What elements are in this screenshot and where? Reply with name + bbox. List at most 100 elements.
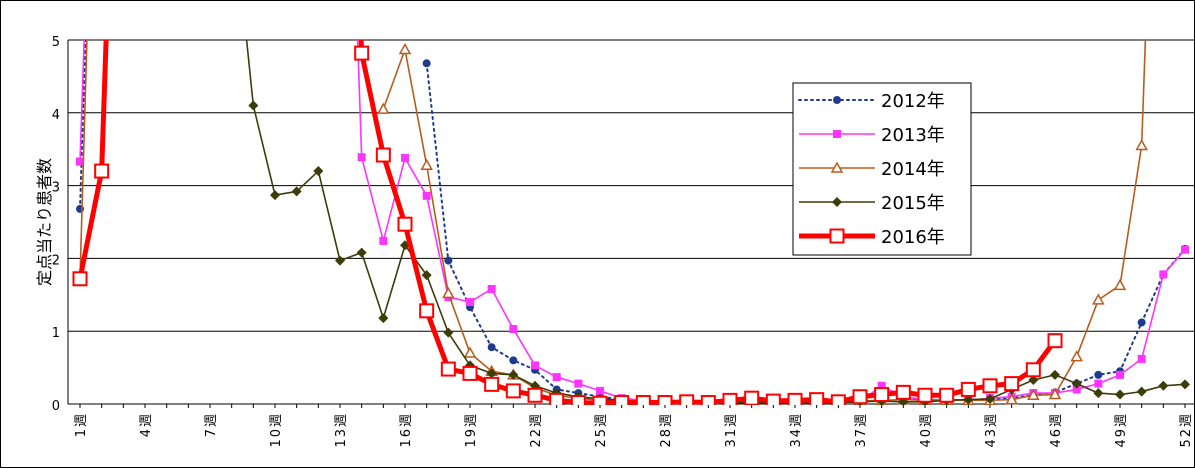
data-point xyxy=(1135,139,1148,151)
data-point xyxy=(335,255,345,266)
x-tick-label: 49週 xyxy=(1114,412,1129,448)
data-point xyxy=(1180,379,1190,390)
legend: 2012年 2013年 2014年 2015年 2016年 xyxy=(792,82,972,256)
series-lines xyxy=(72,40,1190,405)
legend-label: 2014年 xyxy=(881,159,945,180)
data-point xyxy=(440,361,456,377)
data-point xyxy=(401,153,409,162)
data-point xyxy=(592,395,608,405)
data-point xyxy=(509,356,518,365)
data-point xyxy=(444,256,453,265)
x-tick-label: 13週 xyxy=(334,412,349,448)
x-tick-label: 16週 xyxy=(399,412,414,448)
data-point xyxy=(313,166,324,177)
series-line xyxy=(79,40,87,210)
legend-marker xyxy=(832,197,842,207)
data-point xyxy=(1159,270,1168,279)
data-point xyxy=(552,373,561,382)
data-point xyxy=(248,100,259,111)
data-point xyxy=(527,387,543,403)
data-point xyxy=(379,236,388,245)
data-point xyxy=(939,387,955,403)
x-tick-label: 43週 xyxy=(984,412,999,448)
series-line xyxy=(358,40,1058,405)
data-point xyxy=(917,387,933,403)
x-tick-label: 1週 xyxy=(74,412,89,437)
legend-label: 2012年 xyxy=(881,91,945,112)
data-point xyxy=(1048,387,1062,400)
data-point xyxy=(1047,333,1063,349)
data-point xyxy=(830,394,846,405)
x-tick-label: 10週 xyxy=(269,412,284,448)
x-tick-label: 40週 xyxy=(919,412,934,448)
x-tick-label: 37週 xyxy=(854,412,869,448)
data-point xyxy=(1137,318,1146,327)
data-point xyxy=(960,381,976,397)
data-point xyxy=(1005,393,1018,405)
data-point xyxy=(94,163,110,179)
data-point xyxy=(963,394,974,405)
x-tick-label: 7週 xyxy=(204,412,219,437)
data-point xyxy=(1027,388,1040,401)
data-point xyxy=(421,270,432,281)
data-point xyxy=(377,102,390,114)
series-2016年 xyxy=(72,40,1063,405)
series-line xyxy=(79,40,88,279)
data-point xyxy=(1094,379,1103,388)
data-point xyxy=(357,153,366,162)
data-point xyxy=(852,389,868,405)
data-point xyxy=(463,346,477,358)
data-point xyxy=(1092,293,1105,305)
data-point xyxy=(1158,380,1169,391)
x-tick-label: 4週 xyxy=(139,412,154,437)
y-axis-label: 定点当たり患者数 xyxy=(35,158,54,286)
legend-marker xyxy=(829,228,845,244)
data-point xyxy=(1004,376,1020,392)
data-point xyxy=(1028,374,1039,385)
data-point xyxy=(874,387,890,403)
data-point xyxy=(422,59,431,68)
data-point xyxy=(985,393,995,404)
data-point xyxy=(442,286,455,299)
data-point xyxy=(291,186,302,197)
data-point xyxy=(1050,369,1060,380)
y-tick-label: 5 xyxy=(52,35,60,50)
data-point xyxy=(1136,386,1147,397)
data-point xyxy=(898,396,909,405)
data-point xyxy=(635,395,651,405)
legend-label: 2013年 xyxy=(881,125,945,146)
data-point xyxy=(549,392,565,405)
data-point xyxy=(422,191,431,200)
y-tick-label: 1 xyxy=(52,326,60,341)
x-tick-label: 31週 xyxy=(724,412,739,448)
data-point xyxy=(487,343,496,352)
x-tick-label: 46週 xyxy=(1049,412,1064,448)
data-point xyxy=(466,298,474,307)
data-point xyxy=(270,190,280,201)
data-point xyxy=(596,386,604,395)
legend-marker xyxy=(830,161,844,173)
data-point xyxy=(487,284,496,293)
data-point xyxy=(397,216,413,232)
data-point xyxy=(398,42,412,55)
x-tick-label: 19週 xyxy=(464,412,479,448)
x-tick-labels: 1週 4週 7週 10週 13週 16週 19週 22週 25週 28週 31週 34週 37週 40週 4… xyxy=(74,404,1194,448)
data-point xyxy=(509,325,518,334)
y-tick-label: 4 xyxy=(52,108,60,123)
legend-box xyxy=(792,82,972,256)
x-tick-label: 52週 xyxy=(1179,412,1194,448)
data-point xyxy=(378,313,389,324)
data-point xyxy=(76,157,84,166)
data-point xyxy=(765,393,781,405)
data-point xyxy=(1115,389,1125,400)
data-point xyxy=(1094,370,1103,379)
data-point xyxy=(72,271,88,287)
data-point xyxy=(895,384,911,400)
data-point xyxy=(744,390,760,405)
x-tick-label: 22週 xyxy=(529,412,544,448)
x-tick-label: 25週 xyxy=(594,412,609,448)
y-tick-labels: 0 1 2 3 4 5 xyxy=(52,35,60,414)
legend-label: 2015年 xyxy=(881,193,945,214)
data-point xyxy=(505,383,521,399)
data-point xyxy=(809,392,825,405)
